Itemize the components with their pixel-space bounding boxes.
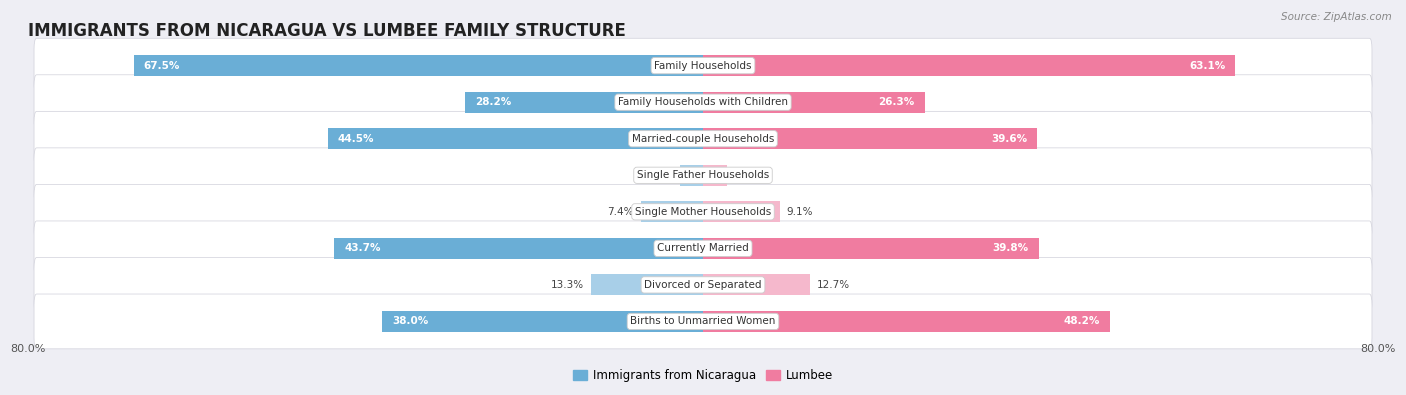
Bar — [703, 92, 925, 113]
Text: Married-couple Households: Married-couple Households — [631, 134, 775, 144]
Text: Single Mother Households: Single Mother Households — [636, 207, 770, 217]
Text: 9.1%: 9.1% — [786, 207, 813, 217]
Text: Source: ZipAtlas.com: Source: ZipAtlas.com — [1281, 12, 1392, 22]
Text: 67.5%: 67.5% — [143, 61, 180, 71]
Bar — [641, 201, 703, 222]
Text: 2.7%: 2.7% — [647, 170, 673, 180]
Bar — [703, 201, 780, 222]
Text: 43.7%: 43.7% — [344, 243, 381, 253]
Bar — [591, 274, 703, 295]
Text: IMMIGRANTS FROM NICARAGUA VS LUMBEE FAMILY STRUCTURE: IMMIGRANTS FROM NICARAGUA VS LUMBEE FAMI… — [28, 22, 626, 40]
FancyBboxPatch shape — [34, 38, 1372, 93]
Text: 12.7%: 12.7% — [817, 280, 851, 290]
Text: 26.3%: 26.3% — [879, 97, 915, 107]
Text: 13.3%: 13.3% — [551, 280, 583, 290]
Text: 63.1%: 63.1% — [1189, 61, 1225, 71]
Text: Currently Married: Currently Married — [657, 243, 749, 253]
Bar — [703, 165, 727, 186]
FancyBboxPatch shape — [34, 111, 1372, 166]
Text: Births to Unmarried Women: Births to Unmarried Women — [630, 316, 776, 326]
Text: 7.4%: 7.4% — [607, 207, 634, 217]
FancyBboxPatch shape — [34, 148, 1372, 203]
Text: 44.5%: 44.5% — [337, 134, 374, 144]
FancyBboxPatch shape — [34, 184, 1372, 239]
Text: Family Households with Children: Family Households with Children — [619, 97, 787, 107]
FancyBboxPatch shape — [34, 75, 1372, 130]
Bar — [328, 128, 703, 149]
Legend: Immigrants from Nicaragua, Lumbee: Immigrants from Nicaragua, Lumbee — [568, 364, 838, 386]
Bar — [335, 238, 703, 259]
Text: 48.2%: 48.2% — [1063, 316, 1099, 326]
Text: 2.8%: 2.8% — [734, 170, 759, 180]
FancyBboxPatch shape — [34, 294, 1372, 349]
Text: 39.6%: 39.6% — [991, 134, 1026, 144]
Text: Single Father Households: Single Father Households — [637, 170, 769, 180]
Text: 39.8%: 39.8% — [993, 243, 1029, 253]
Bar — [703, 55, 1236, 76]
Bar — [703, 128, 1038, 149]
Bar — [134, 55, 703, 76]
FancyBboxPatch shape — [34, 258, 1372, 312]
Text: 28.2%: 28.2% — [475, 97, 512, 107]
Text: Divorced or Separated: Divorced or Separated — [644, 280, 762, 290]
Bar — [465, 92, 703, 113]
Text: 38.0%: 38.0% — [392, 316, 429, 326]
Bar — [681, 165, 703, 186]
Text: Family Households: Family Households — [654, 61, 752, 71]
Bar — [703, 238, 1039, 259]
Bar — [382, 311, 703, 332]
Bar — [703, 274, 810, 295]
FancyBboxPatch shape — [34, 221, 1372, 276]
Bar — [703, 311, 1109, 332]
